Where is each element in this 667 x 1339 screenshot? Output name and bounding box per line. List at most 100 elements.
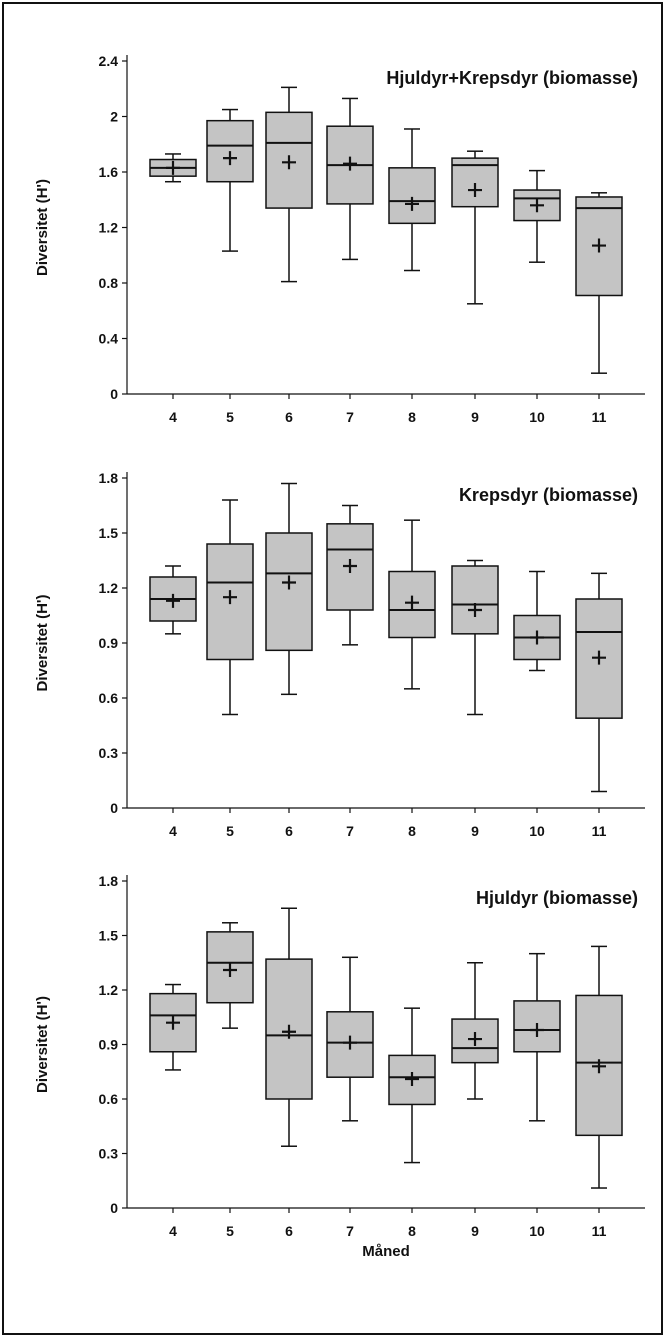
box-month-5 <box>206 922 254 1029</box>
iqr-box <box>388 167 436 225</box>
box-month-5 <box>206 108 254 252</box>
x-tick-label: 11 <box>592 409 607 425</box>
y-axis-label: Diversitet (H') <box>34 595 51 692</box>
x-tick-label: 8 <box>408 409 416 425</box>
x-tick-label: 9 <box>471 1223 479 1239</box>
x-tick-label: 7 <box>346 1223 354 1239</box>
box-month-7 <box>326 97 374 261</box>
y-tick-label: 2.4 <box>99 53 119 69</box>
x-tick-label: 4 <box>169 1223 177 1239</box>
box-month-11 <box>575 945 623 1189</box>
x-tick-label: 9 <box>471 409 479 425</box>
box-month-10 <box>513 169 561 263</box>
y-tick-label: 1.6 <box>99 164 119 180</box>
mean-marker <box>166 1015 180 1030</box>
x-tick-label: 11 <box>592 1223 607 1239</box>
x-tick-label: 10 <box>529 823 545 839</box>
x-tick-label: 8 <box>408 823 416 839</box>
chart-panel-crustaceans: 0 0.3 0.6 0.9 1.2 1.5 1.8 4 5 6 7 8 9 10 11 Krepsdyr (b… <box>34 470 645 839</box>
y-axis-label: Diversitet (H') <box>34 179 51 276</box>
y-tick-label: 0.3 <box>99 1146 119 1162</box>
iqr-box <box>265 532 313 652</box>
mean-marker <box>223 963 237 978</box>
y-tick-label: 0.8 <box>99 275 119 291</box>
box-month-9 <box>451 559 499 716</box>
y-tick-label: 1.2 <box>99 982 119 998</box>
box-month-4 <box>149 983 197 1071</box>
mean-marker <box>282 575 296 590</box>
panel-title: Hjuldyr (biomasse) <box>476 888 638 908</box>
mean-marker <box>166 160 180 175</box>
box-month-9 <box>451 962 499 1100</box>
x-tick-label: 8 <box>408 1223 416 1239</box>
x-tick-label: 4 <box>169 823 177 839</box>
y-tick-label: 0.3 <box>99 745 119 761</box>
x-axis-label: Måned <box>362 1243 410 1260</box>
x-tick-label: 6 <box>285 823 293 839</box>
mean-marker <box>343 1035 357 1050</box>
box-month-6 <box>265 86 313 283</box>
x-tick-label: 7 <box>346 409 354 425</box>
iqr-box <box>451 157 499 208</box>
iqr-box <box>451 1018 499 1064</box>
mean-marker <box>405 595 419 610</box>
mean-marker <box>530 198 544 213</box>
mean-marker <box>468 183 482 198</box>
box-month-11 <box>575 572 623 793</box>
mean-marker <box>592 238 606 253</box>
mean-marker <box>468 603 482 617</box>
box-month-8 <box>388 1007 436 1164</box>
x-tick-label: 6 <box>285 409 293 425</box>
mean-marker <box>405 1072 419 1087</box>
y-tick-label: 1.5 <box>99 525 119 541</box>
y-tick-label: 0.9 <box>99 635 119 651</box>
x-tick-label: 6 <box>285 1223 293 1239</box>
y-tick-label: 1.2 <box>99 580 119 596</box>
y-tick-label: 0 <box>110 1200 118 1216</box>
mean-marker <box>343 156 357 171</box>
y-tick-label: 0.9 <box>99 1037 119 1053</box>
chart-panel-rotifers-crustaceans: 0 0.4 0.8 1.2 1.6 2 2.4 4 5 6 7 8 9 10 11 Hjuldyr+Kreps… <box>34 53 645 425</box>
box-month-4 <box>149 153 197 183</box>
x-tick-label: 11 <box>592 823 607 839</box>
x-tick-label: 9 <box>471 823 479 839</box>
y-tick-label: 0.4 <box>99 331 119 347</box>
box-month-11 <box>575 192 623 374</box>
box-month-8 <box>388 128 436 272</box>
y-tick-label: 0 <box>110 800 118 816</box>
y-tick-label: 1.2 <box>99 220 119 236</box>
y-tick-label: 1.5 <box>99 928 119 944</box>
x-tick-label: 5 <box>226 823 234 839</box>
box-month-4 <box>149 565 197 635</box>
x-tick-label: 7 <box>346 823 354 839</box>
box-month-10 <box>513 570 561 672</box>
box-month-9 <box>451 150 499 305</box>
y-tick-label: 2 <box>110 109 118 125</box>
x-tick-label: 10 <box>529 1223 545 1239</box>
box-month-7 <box>326 504 374 646</box>
y-axis-label: Diversitet (H') <box>34 996 51 1093</box>
box-month-6 <box>265 482 313 696</box>
mean-marker <box>223 151 237 166</box>
chart-panel-rotifers: 0 0.3 0.6 0.9 1.2 1.5 1.8 4 5 6 7 8 9 10 11 Hjuldyr (bi… <box>34 873 645 1260</box>
iqr-box <box>451 565 499 635</box>
x-tick-label: 10 <box>529 409 545 425</box>
y-tick-label: 1.8 <box>99 470 119 486</box>
mean-marker <box>223 590 237 605</box>
x-tick-label: 5 <box>226 1223 234 1239</box>
y-tick-label: 0.6 <box>99 1091 119 1107</box>
panel-title: Krepsdyr (biomasse) <box>459 485 638 505</box>
mean-marker <box>405 196 419 211</box>
mean-marker <box>468 1032 482 1047</box>
box-month-10 <box>513 952 561 1122</box>
x-tick-label: 4 <box>169 409 177 425</box>
mean-marker <box>592 1059 606 1074</box>
mean-marker <box>282 1024 296 1039</box>
box-month-7 <box>326 956 374 1122</box>
mean-marker <box>592 650 606 665</box>
mean-marker <box>282 155 296 170</box>
box-month-5 <box>206 499 254 716</box>
y-tick-label: 1.8 <box>99 873 119 889</box>
mean-marker <box>343 559 357 573</box>
